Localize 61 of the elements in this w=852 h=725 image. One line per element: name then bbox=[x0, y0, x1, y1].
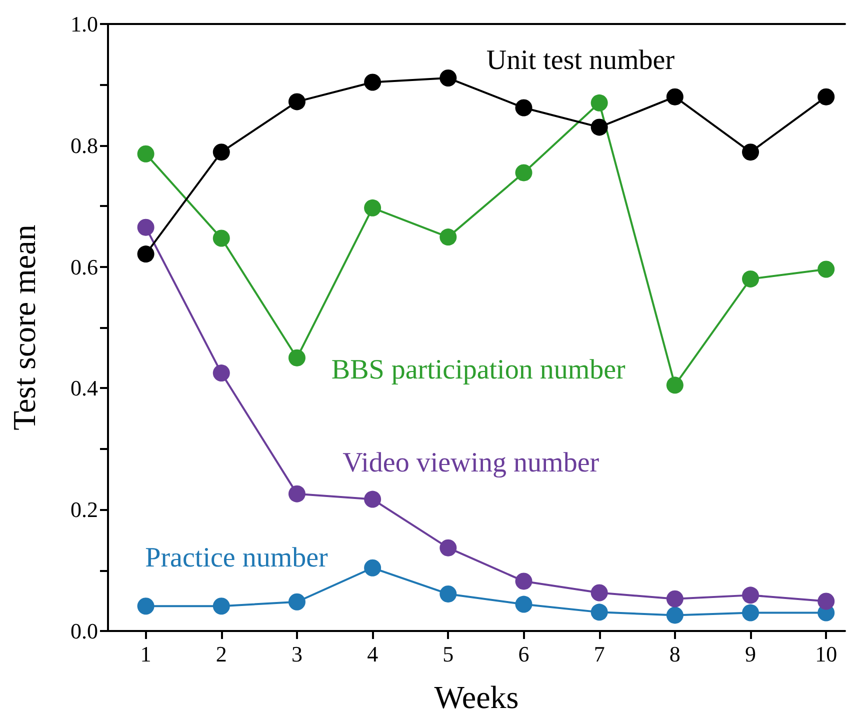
point bbox=[212, 598, 230, 615]
y-tick-label: 0.0 bbox=[70, 618, 98, 644]
point bbox=[818, 260, 835, 278]
x-tick-label: 2 bbox=[216, 642, 227, 666]
x-tick-label: 9 bbox=[745, 642, 756, 666]
point bbox=[590, 604, 608, 621]
point bbox=[137, 246, 154, 263]
y-tick-label: 0.4 bbox=[70, 376, 98, 401]
x-tick-label: 5 bbox=[442, 642, 454, 666]
x-tick-label: 6 bbox=[518, 642, 530, 666]
point bbox=[742, 144, 760, 161]
series-label: Practice number bbox=[145, 542, 329, 574]
point bbox=[666, 88, 684, 106]
point bbox=[440, 585, 457, 602]
point bbox=[590, 94, 608, 112]
point bbox=[742, 604, 760, 622]
point bbox=[590, 118, 608, 136]
x-tick-label: 3 bbox=[291, 642, 302, 666]
x-tick-label: 8 bbox=[669, 642, 680, 666]
series-label: Unit test number bbox=[486, 44, 676, 76]
x-tick-label: 4 bbox=[367, 642, 378, 666]
x-tick-label: 7 bbox=[594, 642, 605, 666]
y-tick-label: 0.2 bbox=[70, 497, 98, 522]
point bbox=[440, 70, 457, 87]
point bbox=[742, 270, 760, 288]
point bbox=[288, 485, 306, 502]
point bbox=[515, 164, 532, 182]
y-axis-title: Test score mean bbox=[6, 224, 42, 430]
point bbox=[364, 559, 382, 576]
point bbox=[212, 230, 230, 247]
point bbox=[666, 590, 684, 608]
point bbox=[288, 349, 306, 366]
point bbox=[742, 586, 760, 604]
point bbox=[515, 572, 532, 590]
series-label: Video viewing number bbox=[342, 447, 600, 478]
point bbox=[818, 592, 835, 610]
point bbox=[818, 88, 835, 106]
point bbox=[515, 99, 532, 116]
x-tick-label: 1 bbox=[140, 642, 152, 666]
point bbox=[440, 539, 457, 556]
point bbox=[364, 199, 382, 216]
x-axis-title: Weeks bbox=[434, 679, 519, 715]
x-tick-label: 10 bbox=[815, 642, 838, 666]
point bbox=[515, 596, 532, 613]
point bbox=[288, 93, 306, 110]
y-tick-label: 1.0 bbox=[70, 12, 98, 36]
point bbox=[288, 593, 306, 610]
y-tick-label: 0.8 bbox=[70, 132, 98, 158]
point bbox=[137, 145, 154, 162]
point bbox=[137, 218, 154, 236]
point bbox=[590, 584, 608, 602]
point bbox=[666, 376, 684, 394]
point bbox=[440, 228, 457, 246]
point bbox=[364, 490, 382, 508]
point bbox=[137, 598, 154, 615]
point bbox=[212, 364, 230, 382]
point bbox=[364, 74, 382, 91]
point bbox=[212, 144, 230, 161]
y-tick-label: 0.6 bbox=[70, 254, 98, 280]
series-label: BBS participation number bbox=[331, 354, 626, 386]
point bbox=[666, 606, 684, 624]
